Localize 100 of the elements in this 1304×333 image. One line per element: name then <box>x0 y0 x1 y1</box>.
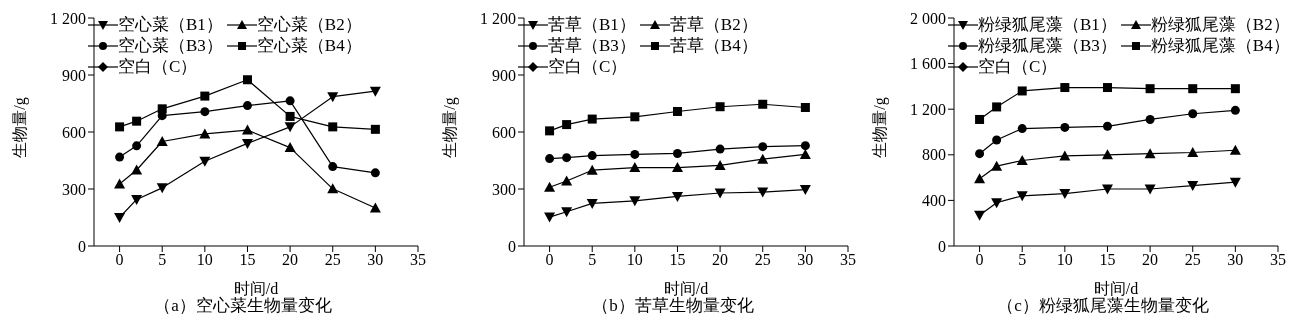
point <box>1229 144 1241 155</box>
x-tick-label: 10 <box>196 251 213 269</box>
point <box>327 92 339 103</box>
point <box>285 111 295 121</box>
x-tick-label: 25 <box>1184 251 1201 269</box>
legend-label: 粉绿狐尾藻（B3） <box>978 35 1117 56</box>
y-tick-label: 900 <box>492 66 516 84</box>
y-axis-title: 生物量/g <box>9 96 30 158</box>
x-tick-label: 30 <box>797 251 814 269</box>
point <box>1230 105 1240 115</box>
x-tick-label: 0 <box>545 251 554 269</box>
x-tick-label: 20 <box>1142 251 1159 269</box>
legend-label: 空白（C） <box>978 56 1058 77</box>
legend-label: 空白（C） <box>118 56 198 77</box>
point <box>131 164 143 175</box>
point <box>975 149 985 159</box>
point <box>1102 121 1112 131</box>
legend-label: 苦草（B2） <box>669 14 758 35</box>
legend-label: 粉绿狐尾藻（B1） <box>978 14 1117 35</box>
y-tick-label: 1 200 <box>50 9 86 27</box>
point <box>629 196 641 207</box>
point <box>1187 181 1199 192</box>
y-tick-label: 600 <box>62 123 86 141</box>
point <box>1059 150 1071 161</box>
point <box>132 141 142 151</box>
point <box>758 142 768 152</box>
y-tick-label: 800 <box>922 146 946 164</box>
legend-label: 空心菜（B4） <box>256 35 362 56</box>
y-tick-label: 0 <box>938 237 946 255</box>
point <box>587 114 597 124</box>
point <box>1144 148 1156 159</box>
x-axis-title: 时间/d <box>233 280 279 297</box>
point <box>544 181 556 192</box>
x-tick-label: 5 <box>158 251 167 269</box>
point <box>241 124 253 135</box>
point <box>975 114 985 124</box>
legend-label: 空心菜（B2） <box>256 14 362 35</box>
point <box>992 135 1002 145</box>
y-tick-label: 400 <box>922 192 946 210</box>
legend-label: 空白（C） <box>548 56 628 77</box>
point <box>131 194 143 205</box>
point <box>1230 84 1240 94</box>
point <box>242 75 252 85</box>
point <box>991 198 1003 209</box>
point <box>671 162 683 173</box>
point <box>1188 109 1198 119</box>
point <box>114 213 126 223</box>
point <box>200 91 210 101</box>
point <box>132 116 142 126</box>
point <box>370 124 380 134</box>
x-tick-label: 10 <box>626 251 643 269</box>
point <box>200 107 210 117</box>
point <box>545 154 555 164</box>
point <box>1102 83 1112 93</box>
point <box>242 101 252 111</box>
legend-label: 空心菜（B3） <box>118 35 223 56</box>
point <box>369 202 381 213</box>
point <box>671 191 683 202</box>
point <box>241 138 253 149</box>
point <box>1188 84 1198 94</box>
point <box>561 175 573 186</box>
point <box>630 112 640 122</box>
point <box>757 153 769 164</box>
point <box>562 153 572 163</box>
y-tick-label: 1 200 <box>480 9 516 27</box>
point <box>1060 122 1070 132</box>
point <box>328 162 338 172</box>
point <box>672 106 682 116</box>
y-tick-label: 2 000 <box>910 9 946 27</box>
x-tick-label: 0 <box>115 251 124 269</box>
point <box>714 188 726 199</box>
point <box>115 152 125 162</box>
x-tick-label: 10 <box>1056 251 1073 269</box>
x-tick-label: 20 <box>712 251 729 269</box>
point <box>1145 84 1155 94</box>
point <box>157 104 167 114</box>
legend-label: 苦草（B3） <box>548 35 636 56</box>
point <box>586 164 598 175</box>
point <box>284 142 296 153</box>
point <box>199 156 211 167</box>
point <box>974 210 986 221</box>
point <box>328 122 338 132</box>
x-tick-label: 35 <box>410 251 426 269</box>
point <box>156 183 168 194</box>
text: （a）空心菜生物量变化 <box>153 296 333 317</box>
point <box>1101 149 1113 160</box>
point <box>1145 114 1155 124</box>
x-tick-label: 20 <box>282 251 299 269</box>
y-tick-label: 1 600 <box>910 55 946 73</box>
point <box>114 178 126 189</box>
point <box>562 120 572 130</box>
point <box>1016 191 1028 202</box>
point <box>1229 177 1241 188</box>
point <box>630 149 640 159</box>
x-tick-label: 35 <box>840 251 856 269</box>
point <box>369 86 381 97</box>
point <box>715 102 725 112</box>
point <box>1060 83 1070 93</box>
y-axis-title: 生物量/g <box>869 96 890 158</box>
y-axis-title: 生物量/g <box>439 96 460 158</box>
